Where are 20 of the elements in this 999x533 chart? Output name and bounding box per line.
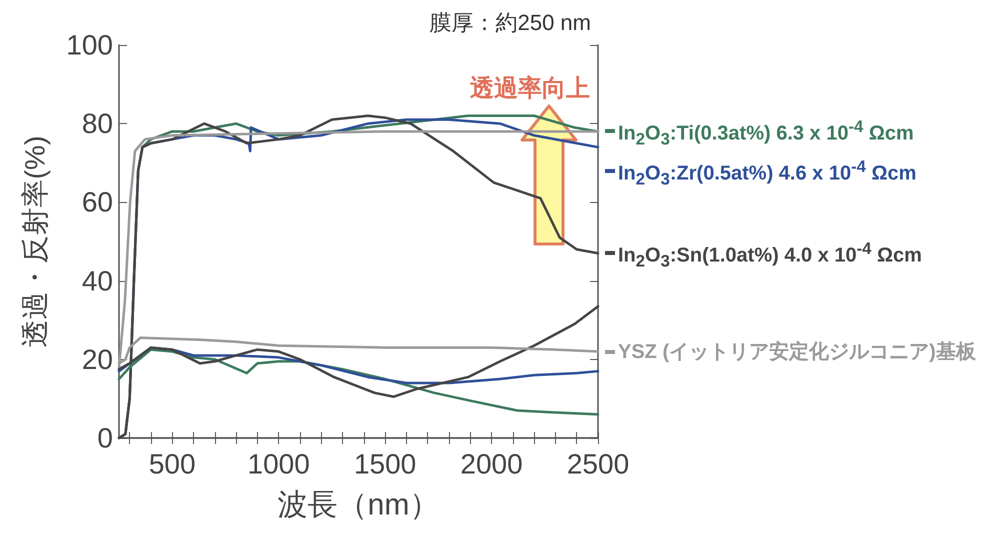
legend-label: In$_{2}$O$_{3}$:Sn(1.0at%) 4.0 x 10$^{-4}$ Ωcm [618, 239, 922, 272]
y-tick-label: 40 [82, 265, 113, 296]
y-axis-title: 透過・反射率(%) [20, 136, 50, 348]
x-tick-label: 500 [148, 448, 196, 480]
y-tick-label: 20 [82, 344, 113, 375]
y-tick-label: 60 [82, 186, 113, 218]
y-tick-label: 80 [82, 108, 113, 140]
legend-label: In$_{2}$O$_{3}$:Zr(0.5at%) 4.6 x 10$^{-4}$ Ωcm [618, 157, 916, 190]
x-tick-label: 1000 [248, 448, 310, 480]
legend-label: YSZ (イットリア安定化ジルコニア)基板 [618, 340, 976, 365]
x-tick-label: 2000 [460, 448, 523, 480]
x-tick-label: 1500 [354, 448, 416, 480]
x-axis-title: 波長（nm） [278, 488, 440, 522]
y-tick-label: 0 [97, 422, 113, 454]
legend-label: In$_{2}$O$_{3}$:Ti(0.3at%) 6.3 x 10$^{-4}$ Ωcm [618, 117, 914, 150]
x-tick-label: 2500 [566, 448, 630, 480]
line-series [118, 130, 600, 369]
text: 膜厚：約250 nm [430, 9, 591, 37]
y-tick-label: 100 [66, 30, 113, 60]
annotation: 透過率向上 [470, 74, 590, 104]
